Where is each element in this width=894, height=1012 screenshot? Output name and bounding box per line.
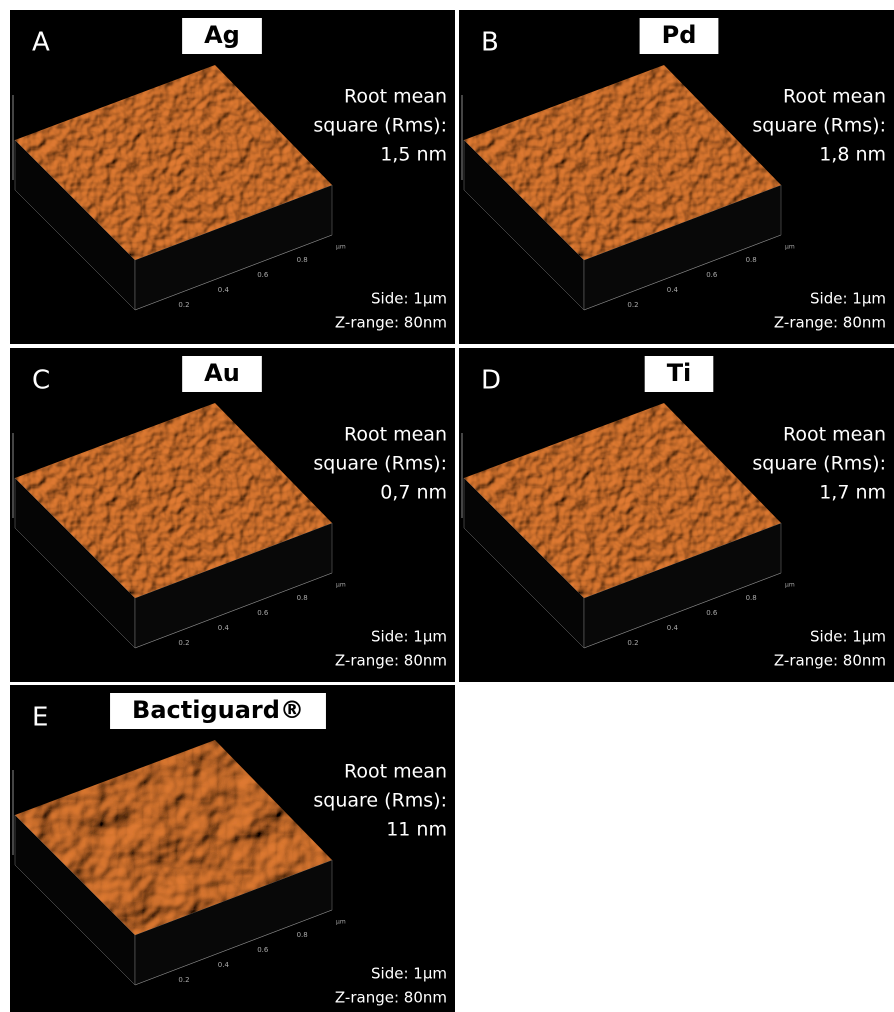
figure: 0.2 0.4 0.6 0.8 µm A Ag Root mean square (Rms): 1…	[0, 0, 894, 1012]
axis-tick-label: 0.2	[178, 301, 189, 309]
axis-tick-label: 0.8	[746, 594, 757, 602]
rms-text: Root mean	[783, 86, 886, 108]
rms-text: 1,7 nm	[819, 482, 886, 504]
rms-text: Root mean	[344, 86, 447, 108]
axis-tick-label: 0.8	[297, 256, 308, 264]
axis-tick-label: 0.2	[178, 639, 189, 647]
panel-letter: E	[32, 703, 48, 733]
axis-unit: µm	[785, 582, 795, 589]
side-text: Side: 1µm	[371, 628, 447, 646]
axis-tick-label: 0.4	[218, 624, 230, 632]
panel-title: Ti	[667, 359, 692, 387]
axis-tick-label: 0.8	[746, 256, 757, 264]
axis-tick-label: 0.2	[178, 976, 189, 984]
axis-tick-label: 0.6	[257, 946, 269, 954]
zrange-text: Z-range: 80nm	[335, 652, 447, 670]
axis-unit: µm	[336, 919, 346, 926]
rms-text: 0,7 nm	[380, 482, 447, 504]
axis-tick-label: 0.4	[667, 624, 679, 632]
afm-panel: 0.2 0.4 0.6 0.8 µm B Pd Root mean square (Rms): 1…	[459, 10, 894, 344]
rms-text: square (Rms):	[313, 115, 447, 137]
panel-letter: A	[32, 28, 50, 58]
zrange-text: Z-range: 80nm	[335, 989, 447, 1007]
axis-unit: µm	[785, 244, 795, 251]
axis-tick-label: 0.2	[627, 639, 638, 647]
panel-letter: C	[32, 366, 50, 396]
afm-panel: 0.2 0.4 0.6 0.8 µm A Ag Root mean square (Rms): 1…	[10, 10, 455, 344]
panel-title: Pd	[662, 21, 697, 49]
panel-title: Ag	[204, 21, 240, 49]
side-text: Side: 1µm	[371, 965, 447, 983]
rms-text: 1,8 nm	[819, 144, 886, 166]
axis-unit: µm	[336, 582, 346, 589]
rms-text: square (Rms):	[752, 453, 886, 475]
rms-text: Root mean	[344, 761, 447, 783]
panel-title: Bactiguard®	[132, 696, 304, 724]
zrange-text: Z-range: 80nm	[774, 652, 886, 670]
rms-text: square (Rms):	[313, 453, 447, 475]
rms-text: square (Rms):	[752, 115, 886, 137]
afm-panel: 0.2 0.4 0.6 0.8 µm E Bactiguard® Root mean squar…	[10, 685, 455, 1012]
panel-letter: B	[481, 28, 499, 58]
axis-tick-label: 0.4	[667, 286, 679, 294]
axis-tick-label: 0.2	[627, 301, 638, 309]
panel-letter: D	[481, 366, 501, 396]
axis-tick-label: 0.6	[257, 271, 269, 279]
rms-text: square (Rms):	[313, 790, 447, 812]
axis-tick-label: 0.6	[706, 271, 718, 279]
axis-unit: µm	[336, 244, 346, 251]
rms-text: 11 nm	[386, 819, 447, 841]
panel-title: Au	[204, 359, 240, 387]
side-text: Side: 1µm	[371, 290, 447, 308]
side-text: Side: 1µm	[810, 628, 886, 646]
axis-tick-label: 0.4	[218, 961, 230, 969]
afm-panel: 0.2 0.4 0.6 0.8 µm C Au Root mean square (Rms): 0…	[10, 348, 455, 682]
zrange-text: Z-range: 80nm	[774, 314, 886, 332]
axis-tick-label: 0.4	[218, 286, 230, 294]
zrange-text: Z-range: 80nm	[335, 314, 447, 332]
axis-tick-label: 0.6	[706, 609, 718, 617]
axis-tick-label: 0.6	[257, 609, 269, 617]
axis-tick-label: 0.8	[297, 931, 308, 939]
afm-panel: 0.2 0.4 0.6 0.8 µm D Ti Root mean square (Rms): 1…	[459, 348, 894, 682]
side-text: Side: 1µm	[810, 290, 886, 308]
axis-tick-label: 0.8	[297, 594, 308, 602]
rms-text: Root mean	[344, 424, 447, 446]
rms-text: Root mean	[783, 424, 886, 446]
rms-text: 1,5 nm	[380, 144, 447, 166]
